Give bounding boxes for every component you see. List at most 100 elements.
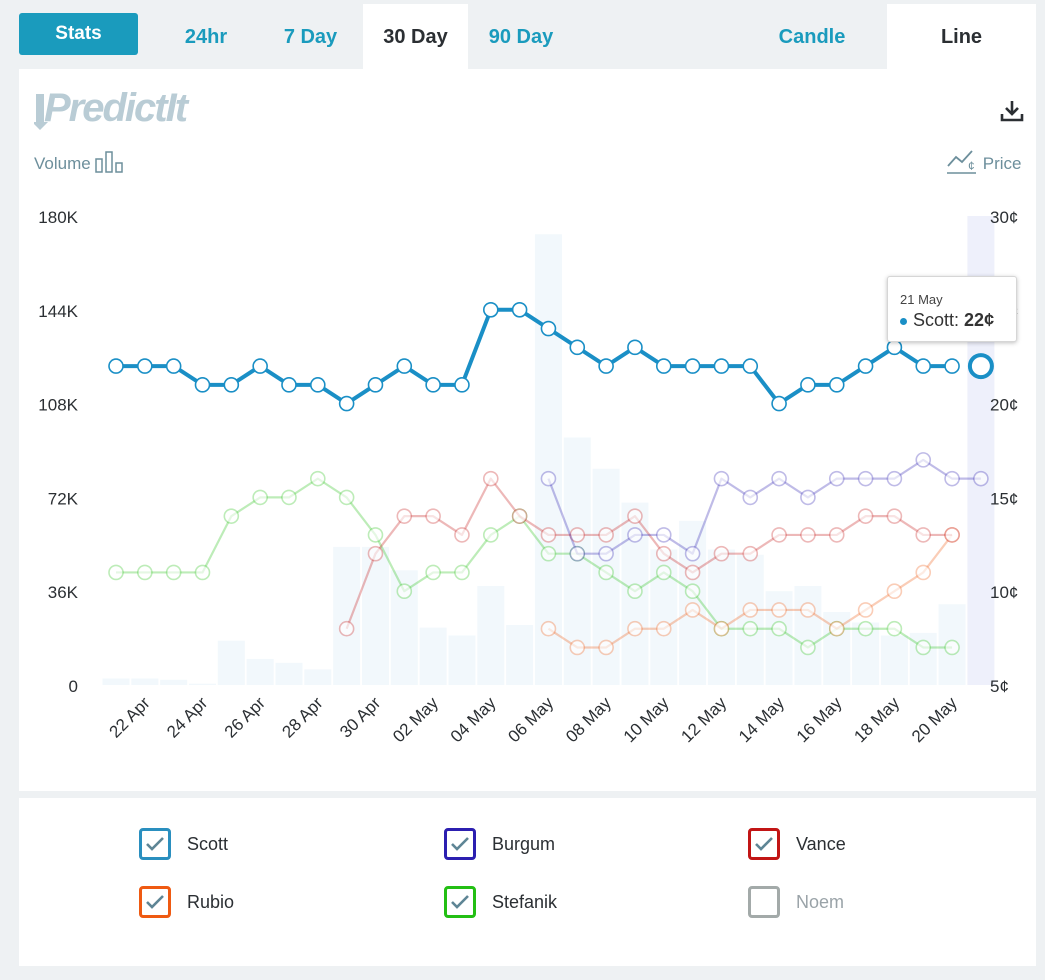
y-right-tick-label: 15¢ [990, 489, 1018, 508]
data-point-vance [598, 527, 614, 543]
logo-text: PredictIt [44, 88, 190, 130]
data-point-stefanik [223, 508, 240, 524]
data-point-scott [310, 377, 326, 393]
x-tick-label: 28 Apr [278, 693, 326, 741]
data-point-rubio [684, 602, 701, 618]
data-point-burgum [742, 489, 759, 506]
legend: Scott Burgum Vance Rubio Stefanik Noem [19, 798, 1036, 966]
data-point-stefanik [310, 470, 326, 487]
download-icon[interactable] [999, 98, 1025, 124]
data-point-vance [742, 545, 759, 562]
volume-toggle[interactable]: Volume [34, 150, 127, 174]
tab-90-day[interactable]: 90 Day [488, 25, 554, 48]
data-point-rubio [857, 602, 874, 618]
x-tick-label: 24 Apr [163, 693, 211, 741]
price-line-icon: ¢ [947, 150, 976, 174]
y-right-tick-label: 20¢ [990, 396, 1018, 415]
data-point-burgum [973, 470, 989, 487]
data-point-scott [800, 377, 816, 393]
tab-line[interactable]: Line [887, 4, 1036, 70]
stats-button[interactable]: Stats [19, 13, 138, 55]
data-point-stefanik [771, 620, 787, 637]
y-right-tick-label: 5¢ [990, 677, 1009, 696]
data-point-scott [915, 358, 932, 374]
legend-checkbox[interactable] [139, 886, 171, 918]
data-point-stefanik [396, 583, 413, 600]
volume-bar [160, 679, 188, 685]
x-tick-label: 12 May [677, 693, 730, 746]
check-icon [451, 895, 469, 909]
tooltip-series: Scott [913, 310, 955, 330]
series-line-vance [345, 477, 953, 630]
x-tick-label: 26 Apr [221, 693, 269, 741]
legend-item-vance[interactable]: Vance [748, 828, 846, 860]
data-point-burgum [886, 470, 903, 487]
data-point-stefanik [915, 639, 932, 656]
tab-candle[interactable]: Candle [778, 25, 846, 48]
x-tick-label: 20 May [908, 693, 961, 746]
data-point-vance [828, 527, 845, 543]
bar-chart-icon [95, 151, 124, 173]
y-left-tick-label: 144K [38, 302, 78, 321]
volume-bar [304, 669, 332, 685]
legend-item-stefanik[interactable]: Stefanik [444, 886, 557, 918]
legend-item-scott[interactable]: Scott [139, 828, 228, 860]
data-point-stefanik [684, 583, 701, 600]
data-point-scott [713, 358, 730, 374]
legend-checkbox[interactable] [748, 886, 780, 918]
data-point-rubio [828, 620, 845, 637]
price-toggle[interactable]: ¢ Price [946, 148, 1021, 176]
data-point-burgum [684, 545, 701, 562]
x-tick-label: 14 May [735, 693, 788, 746]
data-point-rubio [627, 620, 643, 637]
data-point-vance [454, 527, 470, 543]
data-point-stefanik [886, 620, 903, 637]
chart-toolbar: Stats 24hr 7 Day 30 Day 90 Day Candle Li… [0, 0, 1045, 70]
data-point-burgum [569, 545, 586, 562]
x-tick-label: 22 Apr [105, 693, 153, 741]
data-point-rubio [915, 564, 932, 581]
x-tick-label: 30 Apr [336, 693, 384, 741]
tooltip: 21 May Scott: 22¢ [887, 276, 1017, 342]
legend-item-burgum[interactable]: Burgum [444, 828, 555, 860]
data-point-burgum [598, 545, 614, 562]
volume-bar [707, 549, 735, 685]
tab-24hr[interactable]: 24hr [184, 25, 228, 48]
data-point-vance [684, 564, 701, 581]
volume-bar [736, 554, 764, 685]
data-point-stefanik [108, 564, 124, 581]
data-point-stefanik [540, 545, 557, 562]
data-point-vance [771, 527, 787, 543]
data-point-stefanik [137, 564, 153, 581]
data-point-rubio [742, 602, 759, 618]
volume-bar [246, 658, 274, 685]
data-point-vance [627, 508, 643, 524]
data-point-burgum [655, 527, 672, 543]
data-point-vance [857, 508, 874, 524]
data-point-vance [540, 527, 557, 543]
legend-checkbox[interactable] [444, 828, 476, 860]
volume-bar [477, 585, 505, 685]
legend-checkbox[interactable] [444, 886, 476, 918]
tab-30-day[interactable]: 30 Day [363, 4, 468, 70]
legend-checkbox[interactable] [748, 828, 780, 860]
data-point-scott [367, 377, 384, 393]
x-tick-label: 02 May [389, 693, 442, 746]
volume-bar [534, 234, 562, 685]
legend-item-rubio[interactable]: Rubio [139, 886, 234, 918]
predictit-logo: PredictIt [32, 86, 194, 139]
data-point-rubio [655, 620, 672, 637]
predictit-logo-mark: PredictIt [32, 86, 192, 130]
volume-bar [448, 635, 476, 685]
data-point-vance [713, 545, 730, 562]
data-point-rubio [800, 602, 816, 618]
data-point-vance [396, 508, 413, 524]
tab-7-day[interactable]: 7 Day [283, 25, 338, 48]
legend-checkbox[interactable] [139, 828, 171, 860]
data-point-stefanik [165, 564, 182, 581]
volume-bar [880, 635, 908, 685]
data-point-stefanik [454, 564, 470, 581]
volume-bar [102, 678, 130, 685]
tooltip-value: 22¢ [964, 310, 995, 330]
legend-item-noem[interactable]: Noem [748, 886, 844, 918]
